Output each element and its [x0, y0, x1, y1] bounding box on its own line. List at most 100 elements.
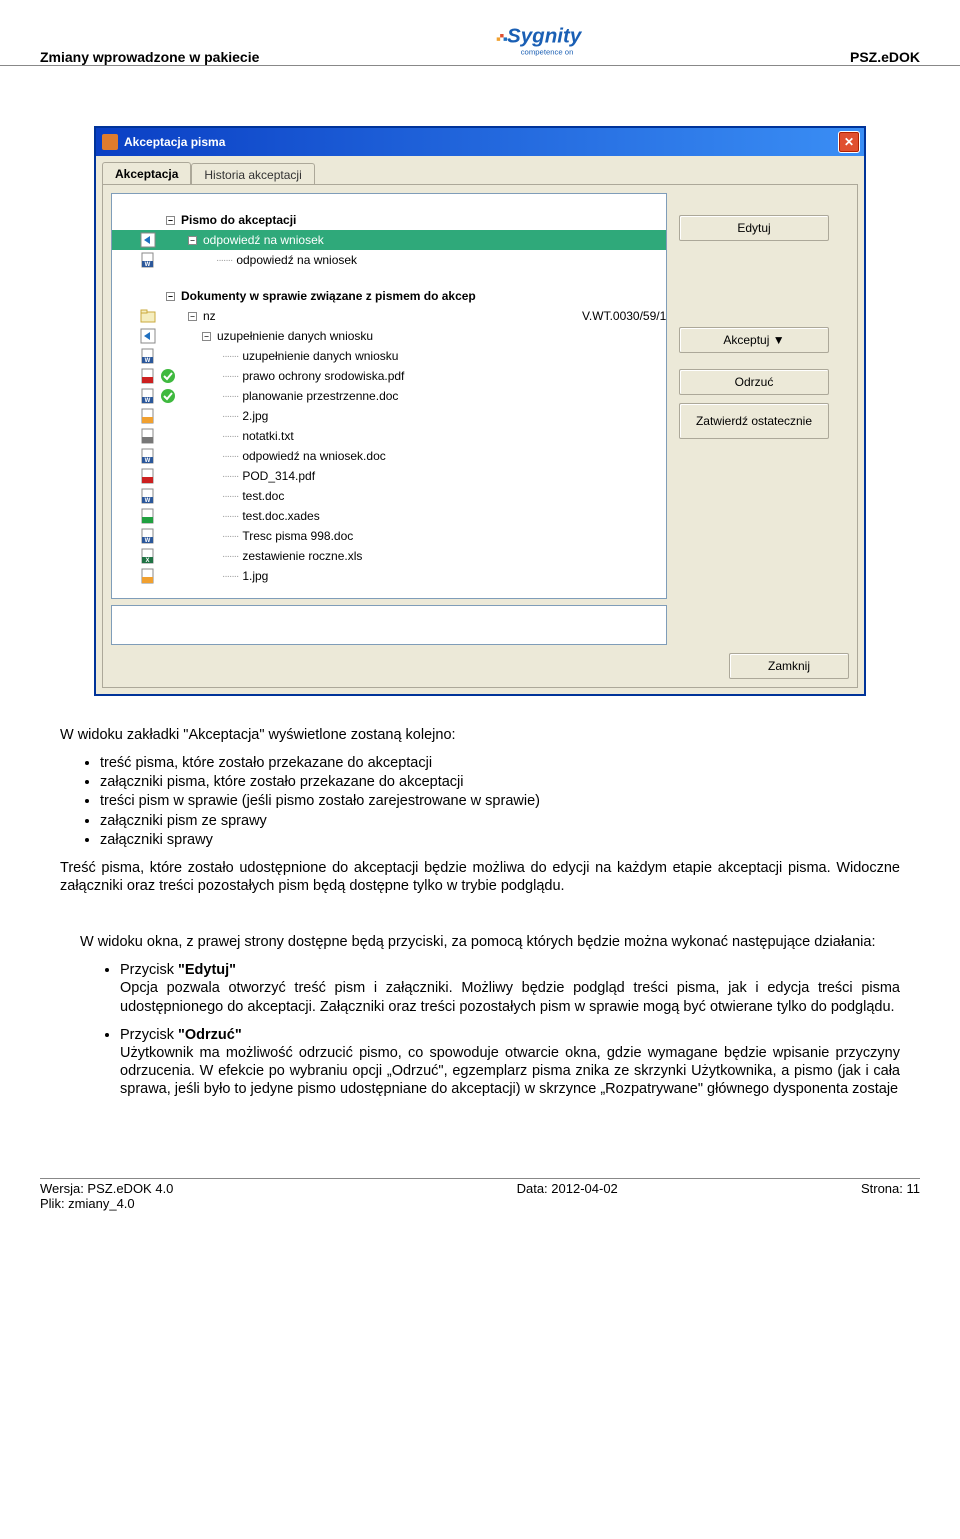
- tab-historia-akceptacji[interactable]: Historia akceptacji: [191, 163, 314, 185]
- tree-row-ref: V.WT.0030/59/10: [582, 309, 667, 323]
- svg-text:W: W: [145, 498, 151, 504]
- tree-section-label: Dokumenty w sprawie związane z pismem do…: [181, 289, 476, 303]
- edit-button[interactable]: Edytuj: [679, 215, 829, 241]
- logo-tagline: competence on: [520, 48, 573, 57]
- tab-akceptacja[interactable]: Akceptacja: [102, 162, 191, 184]
- tree-row-label: 1.jpg: [242, 569, 268, 583]
- txt-icon: [140, 428, 156, 444]
- tree-section-pismo: − Pismo do akceptacji: [112, 210, 666, 230]
- svg-text:W: W: [145, 458, 151, 464]
- tree-row[interactable]: W ······· odpowiedź na wniosek: [112, 250, 666, 270]
- tab-pane: − Pismo do akceptacji − odpowiedź na w: [102, 184, 858, 688]
- button-description-text: Użytkownik ma możliwość odrzucić pismo, …: [120, 1044, 900, 1098]
- tree-row[interactable]: W·······uzupełnienie danych wniosku: [112, 346, 666, 366]
- tree-row-label: uzupełnienie danych wniosku: [217, 329, 373, 343]
- collapse-icon[interactable]: −: [166, 216, 175, 225]
- collapse-icon[interactable]: −: [188, 236, 197, 245]
- button-description-item: Przycisk "Odrzuć"Użytkownik ma możliwość…: [120, 1026, 900, 1099]
- arrow-in-icon: [140, 328, 156, 344]
- page-header: Zmiany wprowadzone w pakiecie Sygnity co…: [0, 0, 960, 66]
- tree-row[interactable]: W·······Tresc pisma 998.doc: [112, 526, 666, 546]
- svg-text:W: W: [145, 262, 151, 268]
- logo-text: Sygnity: [507, 25, 583, 48]
- paragraph: W widoku zakładki "Akceptacja" wyświetlo…: [60, 726, 900, 744]
- footer-version: Wersja: PSZ.eDOK 4.0: [40, 1181, 173, 1196]
- details-box: [111, 605, 667, 645]
- tree-section-dokumenty: − Dokumenty w sprawie związane z pismem …: [112, 286, 666, 306]
- titlebar-text: Akceptacja pisma: [124, 135, 225, 149]
- tree-row[interactable]: ·······1.jpg: [112, 566, 666, 586]
- bullet-item: załączniki pisma, które zostało przekaza…: [100, 773, 900, 791]
- tree-row[interactable]: − uzupełnienie danych wniosku: [112, 326, 666, 346]
- tree-row-label: test.doc: [242, 489, 284, 503]
- tree-row-nz[interactable]: − nz V.WT.0030/59/10: [112, 306, 666, 326]
- page-footer: Wersja: PSZ.eDOK 4.0 Plik: zmiany_4.0 Da…: [40, 1178, 920, 1231]
- titlebar-icon: [102, 134, 118, 150]
- tree-row[interactable]: ·······2.jpg: [112, 406, 666, 426]
- word-icon: W: [140, 488, 156, 504]
- tree-row[interactable]: ·······POD_314.pdf: [112, 466, 666, 486]
- tree-row-label: nz: [203, 309, 216, 323]
- logo: Sygnity competence on: [259, 18, 850, 65]
- akceptacja-window: Akceptacja pisma ✕ Akceptacja Historia a…: [94, 126, 866, 696]
- tree-row-label: odpowiedź na wniosek.doc: [242, 449, 385, 463]
- folder-icon: [140, 308, 156, 324]
- tree-section-label: Pismo do akceptacji: [181, 213, 296, 227]
- titlebar: Akceptacja pisma ✕: [96, 128, 864, 156]
- tree-row[interactable]: W·······planowanie przestrzenne.doc: [112, 386, 666, 406]
- button-description-title: Przycisk "Odrzuć": [120, 1026, 900, 1044]
- accept-button[interactable]: Akceptuj ▼: [679, 327, 829, 353]
- tree-row[interactable]: W·······test.doc: [112, 486, 666, 506]
- pdf-icon: [140, 368, 156, 384]
- cert-icon: [140, 508, 156, 524]
- close-button[interactable]: Zamknij: [729, 653, 849, 679]
- collapse-icon[interactable]: −: [188, 312, 197, 321]
- tree-row[interactable]: ·······notatki.txt: [112, 426, 666, 446]
- collapse-icon[interactable]: −: [202, 332, 211, 341]
- tree-row-label: notatki.txt: [242, 429, 293, 443]
- header-left-text: Zmiany wprowadzone w pakiecie: [40, 49, 259, 65]
- bullet-item: treści pism w sprawie (jeśli pismo zosta…: [100, 792, 900, 810]
- tree-row-label: planowanie przestrzenne.doc: [242, 389, 398, 403]
- word-icon: W: [140, 252, 156, 268]
- arrow-in-icon: [140, 232, 156, 248]
- bullet-item: załączniki pism ze sprawy: [100, 812, 900, 830]
- tree-row-label: POD_314.pdf: [242, 469, 315, 483]
- button-description-list: Przycisk "Edytuj"Opcja pozwala otworzyć …: [120, 961, 900, 1098]
- final-approve-button[interactable]: Zatwierdź ostatecznie: [679, 403, 829, 439]
- document-tree[interactable]: − Pismo do akceptacji − odpowiedź na w: [111, 193, 667, 599]
- collapse-icon[interactable]: −: [166, 292, 175, 301]
- xls-icon: X: [140, 548, 156, 564]
- tree-row-label: odpowiedź na wniosek: [236, 253, 357, 267]
- bullet-item: załączniki sprawy: [100, 831, 900, 849]
- tree-row-label: 2.jpg: [242, 409, 268, 423]
- svg-text:W: W: [145, 398, 151, 404]
- footer-date: Data: 2012-04-02: [517, 1181, 618, 1211]
- tree-row-label: prawo ochrony srodowiska.pdf: [242, 369, 404, 383]
- ok-status-icon: [160, 388, 176, 404]
- word-icon: W: [140, 348, 156, 364]
- button-description-text: Opcja pozwala otworzyć treść pism i załą…: [120, 979, 900, 1015]
- pdf-icon: [140, 468, 156, 484]
- tree-row-selected[interactable]: − odpowiedź na wniosek: [112, 230, 666, 250]
- ok-status-icon: [160, 368, 176, 384]
- svg-text:W: W: [145, 358, 151, 364]
- bullet-list: treść pisma, które zostało przekazane do…: [100, 754, 900, 849]
- tree-row-label: zestawienie roczne.xls: [242, 549, 362, 563]
- button-description-item: Przycisk "Edytuj"Opcja pozwala otworzyć …: [120, 961, 900, 1015]
- tree-row[interactable]: ·······prawo ochrony srodowiska.pdf: [112, 366, 666, 386]
- svg-text:W: W: [145, 538, 151, 544]
- svg-text:X: X: [145, 558, 149, 564]
- bullet-item: treść pisma, które zostało przekazane do…: [100, 754, 900, 772]
- tab-bar: Akceptacja Historia akceptacji: [96, 156, 864, 184]
- tree-row[interactable]: X·······zestawienie roczne.xls: [112, 546, 666, 566]
- tree-row[interactable]: ·······test.doc.xades: [112, 506, 666, 526]
- tree-row-label: odpowiedź na wniosek: [203, 233, 324, 247]
- footer-file: Plik: zmiany_4.0: [40, 1196, 173, 1211]
- body-text: W widoku zakładki "Akceptacja" wyświetlo…: [60, 726, 900, 1098]
- close-icon[interactable]: ✕: [838, 131, 860, 153]
- tree-row[interactable]: W·······odpowiedź na wniosek.doc: [112, 446, 666, 466]
- reject-button[interactable]: Odrzuć: [679, 369, 829, 395]
- paragraph: W widoku okna, z prawej strony dostępne …: [80, 933, 900, 951]
- word-icon: W: [140, 388, 156, 404]
